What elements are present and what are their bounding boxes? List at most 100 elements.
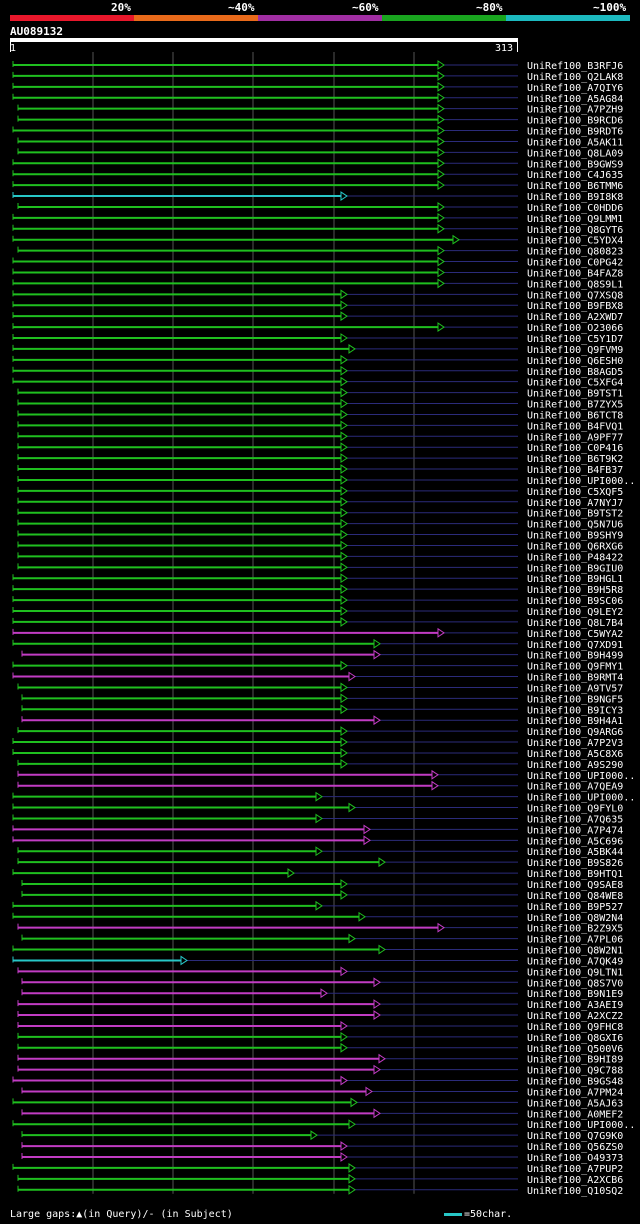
hit-arrow-icon [350, 1097, 358, 1108]
hit-label: UniRef100_B9HI89 [527, 1055, 623, 1066]
hit-label: UniRef100_Q9C788 [527, 1066, 623, 1077]
ruler-tick-end [517, 42, 518, 52]
hit-arrow-icon [340, 1021, 348, 1031]
hit-label: UniRef100_A7PUP2 [527, 1164, 623, 1175]
hit-arrow-icon [340, 442, 348, 453]
hit-label: UniRef100_Q8W2N1 [527, 946, 623, 957]
hit-arrow-icon [340, 1152, 348, 1162]
legend-label: ~80% [476, 1, 503, 14]
hit-label: UniRef100_C5XFG4 [527, 378, 623, 389]
legend-label: ~100% [593, 1, 627, 14]
hit-label: UniRef100_UPI000.. [527, 793, 635, 804]
hit-arrow-icon [340, 595, 348, 606]
hit-label: UniRef100_B7ZYX5 [527, 400, 623, 411]
hit-label: UniRef100_B4FAZ8 [527, 268, 623, 279]
hit-arrow-icon [437, 103, 445, 114]
hit-label: UniRef100_Q6RXG6 [527, 541, 623, 552]
hit-label: UniRef100_B6T9K2 [527, 454, 623, 465]
hit-label: UniRef100_C0HDD6 [527, 203, 623, 214]
hit-label: UniRef100_A5BK44 [527, 847, 623, 858]
hit-label: UniRef100_Q9SAE8 [527, 880, 623, 891]
hit-arrow-icon [310, 1130, 318, 1141]
hit-arrow-icon [437, 202, 445, 212]
hit-arrow-icon [437, 169, 445, 180]
hit-label: UniRef100_A9PF77 [527, 432, 623, 443]
hit-arrow-icon [437, 60, 445, 70]
hit-arrow-icon [437, 627, 445, 638]
hit-arrow-icon [340, 693, 348, 704]
hit-arrow-icon [437, 125, 445, 136]
hit-label: UniRef100_Q6ESH0 [527, 356, 623, 367]
hit-label: UniRef100_A2XWD7 [527, 312, 623, 323]
hit-arrow-icon [340, 966, 348, 977]
hit-label: UniRef100_A7PM24 [527, 1087, 623, 1098]
hit-arrow-icon [373, 999, 381, 1010]
hit-arrow-icon [437, 256, 445, 267]
hit-label: UniRef100_A5C8X6 [527, 749, 623, 760]
legend-label: ~60% [352, 1, 379, 14]
hit-arrow-icon [340, 616, 348, 627]
hit-arrow-icon [340, 748, 348, 758]
hit-arrow-icon [320, 988, 328, 999]
hit-label: UniRef100_A5AJ63 [527, 1098, 623, 1109]
hit-label: UniRef100_A9S290 [527, 760, 623, 771]
hit-arrow-icon [340, 387, 348, 398]
hit-label: UniRef100_Q10SQ2 [527, 1186, 623, 1197]
hit-label: UniRef100_UPI000.. [527, 771, 635, 782]
hit-arrow-icon [340, 660, 348, 671]
hit-label: UniRef100_C5Y1D7 [527, 334, 623, 345]
hit-label: UniRef100_A7PZH9 [527, 105, 623, 116]
hit-label: UniRef100_A5AK11 [527, 137, 623, 148]
hit-arrow-icon [373, 977, 381, 988]
ruler-start: 1 [10, 43, 17, 54]
hit-label: UniRef100_Q8GXI6 [527, 1033, 623, 1044]
hit-label: UniRef100_B9RCD6 [527, 116, 623, 127]
hit-arrow-icon [340, 464, 348, 474]
hit-arrow-icon [437, 267, 445, 278]
scale-legend: =50char. [444, 1209, 512, 1220]
hit-arrow-icon [340, 606, 348, 616]
hit-label: UniRef100_A7NYJ7 [527, 498, 623, 509]
hit-label: UniRef100_B8AGD5 [527, 367, 623, 378]
hit-arrow-icon [437, 180, 445, 191]
hit-arrow-icon [348, 933, 356, 944]
hit-label: UniRef100_A2XCZ2 [527, 1011, 623, 1022]
hit-arrow-icon [340, 1031, 348, 1042]
hit-arrow-icon [340, 584, 348, 595]
hit-label: UniRef100_B9I8K8 [527, 192, 623, 203]
hit-arrow-icon [373, 1010, 381, 1020]
hit-label: UniRef100_A3AEI9 [527, 1000, 623, 1011]
hit-arrow-icon [348, 1119, 356, 1130]
hit-arrow-icon [340, 758, 348, 769]
hit-arrow-icon [315, 900, 323, 911]
hit-label: UniRef100_B9NGF5 [527, 694, 623, 705]
hit-arrow-icon [340, 518, 348, 529]
legend-swatch [506, 15, 630, 21]
hit-arrow-icon [358, 911, 366, 922]
hit-arrow-icon [340, 453, 348, 464]
hit-arrow-icon [431, 769, 439, 780]
hit-arrow-icon [340, 365, 348, 376]
hit-arrow-icon [363, 824, 371, 835]
hit-label: UniRef100_Q8LA09 [527, 148, 623, 159]
hit-arrow-icon [340, 726, 348, 737]
hit-arrow-icon [437, 147, 445, 158]
hit-arrow-icon [348, 1184, 356, 1195]
hit-arrow-icon [437, 922, 445, 933]
hit-arrow-icon [348, 343, 356, 354]
hit-label: UniRef100_B2Z9X5 [527, 924, 623, 935]
hit-label: UniRef100_A0MEF2 [527, 1109, 623, 1120]
hit-arrow-icon [340, 573, 348, 584]
hit-label: UniRef100_Q9LEY2 [527, 607, 623, 618]
hit-label: UniRef100_B9RDT6 [527, 127, 623, 138]
hit-label: UniRef100_B4FB37 [527, 465, 623, 476]
hit-label: UniRef100_A7P2V3 [527, 738, 623, 749]
hit-label: UniRef100_Q8S7V0 [527, 978, 623, 989]
scale-line-icon [444, 1213, 462, 1216]
hit-label: UniRef100_A9TV57 [527, 683, 623, 694]
hit-label: UniRef100_Q8W2N4 [527, 913, 623, 924]
legend-swatch [134, 15, 258, 21]
hit-arrow-icon [378, 944, 386, 955]
hit-label: UniRef100_B9H4A1 [527, 716, 623, 727]
hit-label: UniRef100_O23066 [527, 323, 623, 334]
